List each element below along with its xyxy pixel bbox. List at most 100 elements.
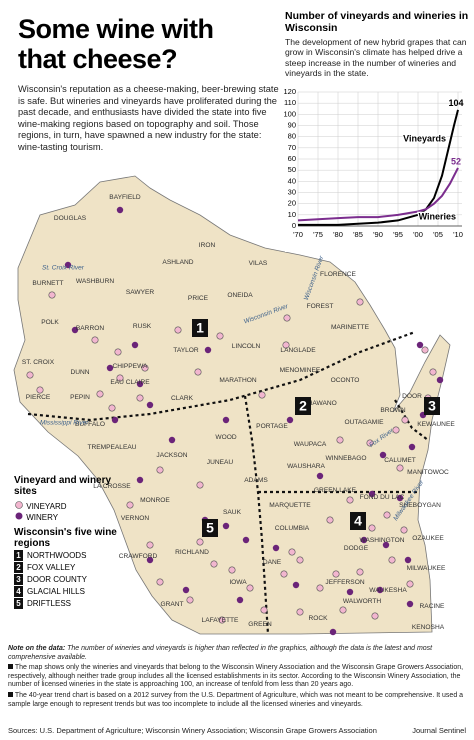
vineyard-site: [258, 391, 266, 399]
vineyard-site: [356, 568, 364, 576]
region-legend-number: 5: [14, 598, 23, 609]
notes: Note on the data: The number of wineries…: [8, 645, 466, 709]
vineyard-site: [288, 548, 296, 556]
county-label: MARINETTE: [331, 324, 370, 331]
winery-site: [64, 261, 72, 269]
credit: Journal Sentinel: [412, 726, 466, 735]
vineyard-site: [392, 426, 400, 434]
series-line: [297, 167, 459, 222]
y-tick-label: 90: [288, 120, 296, 129]
region-number: 3: [428, 398, 436, 414]
region-legend-item: 2 FOX VALLEY: [14, 562, 134, 573]
winery-site: [436, 376, 444, 384]
county-label: ADAMS: [244, 477, 268, 484]
county-label: PEPIN: [70, 394, 90, 401]
county-label: SAUK: [223, 509, 242, 516]
county-label: PRICE: [188, 295, 209, 302]
county-label: CLARK: [171, 395, 194, 402]
vineyard-site: [346, 496, 354, 504]
data-label: 104: [448, 98, 463, 108]
region-legend-number: 2: [14, 562, 23, 573]
winery-site: [408, 443, 416, 451]
region-number: 4: [354, 513, 362, 529]
winery-site: [236, 596, 244, 604]
county-label: WALWORTH: [343, 598, 382, 605]
series-label: Vineyards: [403, 133, 446, 143]
county-label: WOOD: [215, 434, 236, 441]
winery-site: [329, 628, 337, 636]
y-tick-label: 60: [288, 154, 296, 163]
county-label: ONEIDA: [227, 292, 253, 299]
vineyard-site: [174, 326, 182, 334]
county-label: BURNETT: [32, 280, 63, 287]
winery-site: [396, 494, 404, 502]
region-badge: [295, 397, 311, 415]
county-label: WAUKESHA: [369, 587, 407, 594]
winery-site: [292, 581, 300, 589]
vineyard-site: [336, 436, 344, 444]
x-tick-label: '85: [353, 230, 363, 239]
region-number: 5: [206, 520, 214, 536]
vineyard-site: [156, 578, 164, 586]
county-label: GREEN: [248, 621, 272, 628]
winery-site: [376, 586, 384, 594]
y-tick-label: 120: [283, 87, 296, 96]
winery-site: [136, 476, 144, 484]
vineyard-site: [383, 511, 391, 519]
county-label: LINCOLN: [232, 343, 261, 350]
vineyard-site: [356, 298, 364, 306]
vineyard-site: [91, 336, 99, 344]
vineyard-site: [429, 368, 437, 376]
series-line: [298, 109, 459, 226]
x-tick-label: '90: [373, 230, 383, 239]
y-tick-label: 100: [283, 109, 296, 118]
winery-swatch: [15, 512, 23, 520]
region-badge: [202, 519, 218, 537]
y-tick-label: 20: [288, 199, 296, 208]
winery-site: [382, 541, 390, 549]
vineyard-site: [48, 291, 56, 299]
county-label: JEFFERSON: [325, 579, 364, 586]
county-label: WAUSHARA: [287, 463, 325, 470]
vineyard-site: [406, 580, 414, 588]
sources: Sources: U.S. Department of Agriculture;…: [8, 726, 377, 735]
legend-label: VINEYARD: [26, 502, 67, 511]
region-legend-number: 3: [14, 574, 23, 585]
region-legend-name: DRIFTLESS: [27, 599, 72, 608]
vineyard-site: [186, 596, 194, 604]
county-label: SHAWANO: [303, 400, 337, 407]
county-label: TREMPEALEAU: [87, 444, 136, 451]
county-label: MANITOWOC: [407, 469, 449, 476]
region-legend-name: DOOR COUNTY: [27, 575, 87, 584]
region-legend-item: 4 GLACIAL HILLS: [14, 586, 134, 597]
vineyard-site: [260, 606, 268, 614]
winery-site: [111, 416, 119, 424]
vineyard-site: [196, 481, 204, 489]
region-boundaries: [27, 330, 429, 635]
vineyard-site: [116, 374, 124, 382]
region-legend-name: NORTHWOODS: [27, 551, 87, 560]
county-label: ST. CROIX: [22, 359, 55, 366]
y-tick-label: 40: [288, 176, 296, 185]
winery-site: [360, 536, 368, 544]
vineyard-site: [368, 524, 376, 532]
region-legend-item: 1 NORTHWOODS: [14, 550, 134, 561]
region-legend-number: 4: [14, 586, 23, 597]
vineyard-site: [108, 404, 116, 412]
winery-site: [116, 206, 124, 214]
vineyard-site: [246, 584, 254, 592]
vineyard-site: [371, 612, 379, 620]
county-label: BUFFALO: [75, 421, 105, 428]
vineyard-site: [228, 566, 236, 574]
y-tick-label: 80: [288, 132, 296, 141]
note-label: Note on the data:: [8, 645, 66, 652]
county-label: PIERCE: [26, 394, 51, 401]
county-label: JACKSON: [156, 452, 187, 459]
vineyard-site: [366, 439, 374, 447]
county-label: TAYLOR: [173, 347, 199, 354]
winery-site: [416, 341, 424, 349]
region-list: 1 NORTHWOODS 2 FOX VALLEY 3 DOOR COUNTY 4 GLACI…: [14, 550, 134, 609]
county-label: VERNON: [121, 515, 149, 522]
region-badge: [192, 319, 208, 337]
